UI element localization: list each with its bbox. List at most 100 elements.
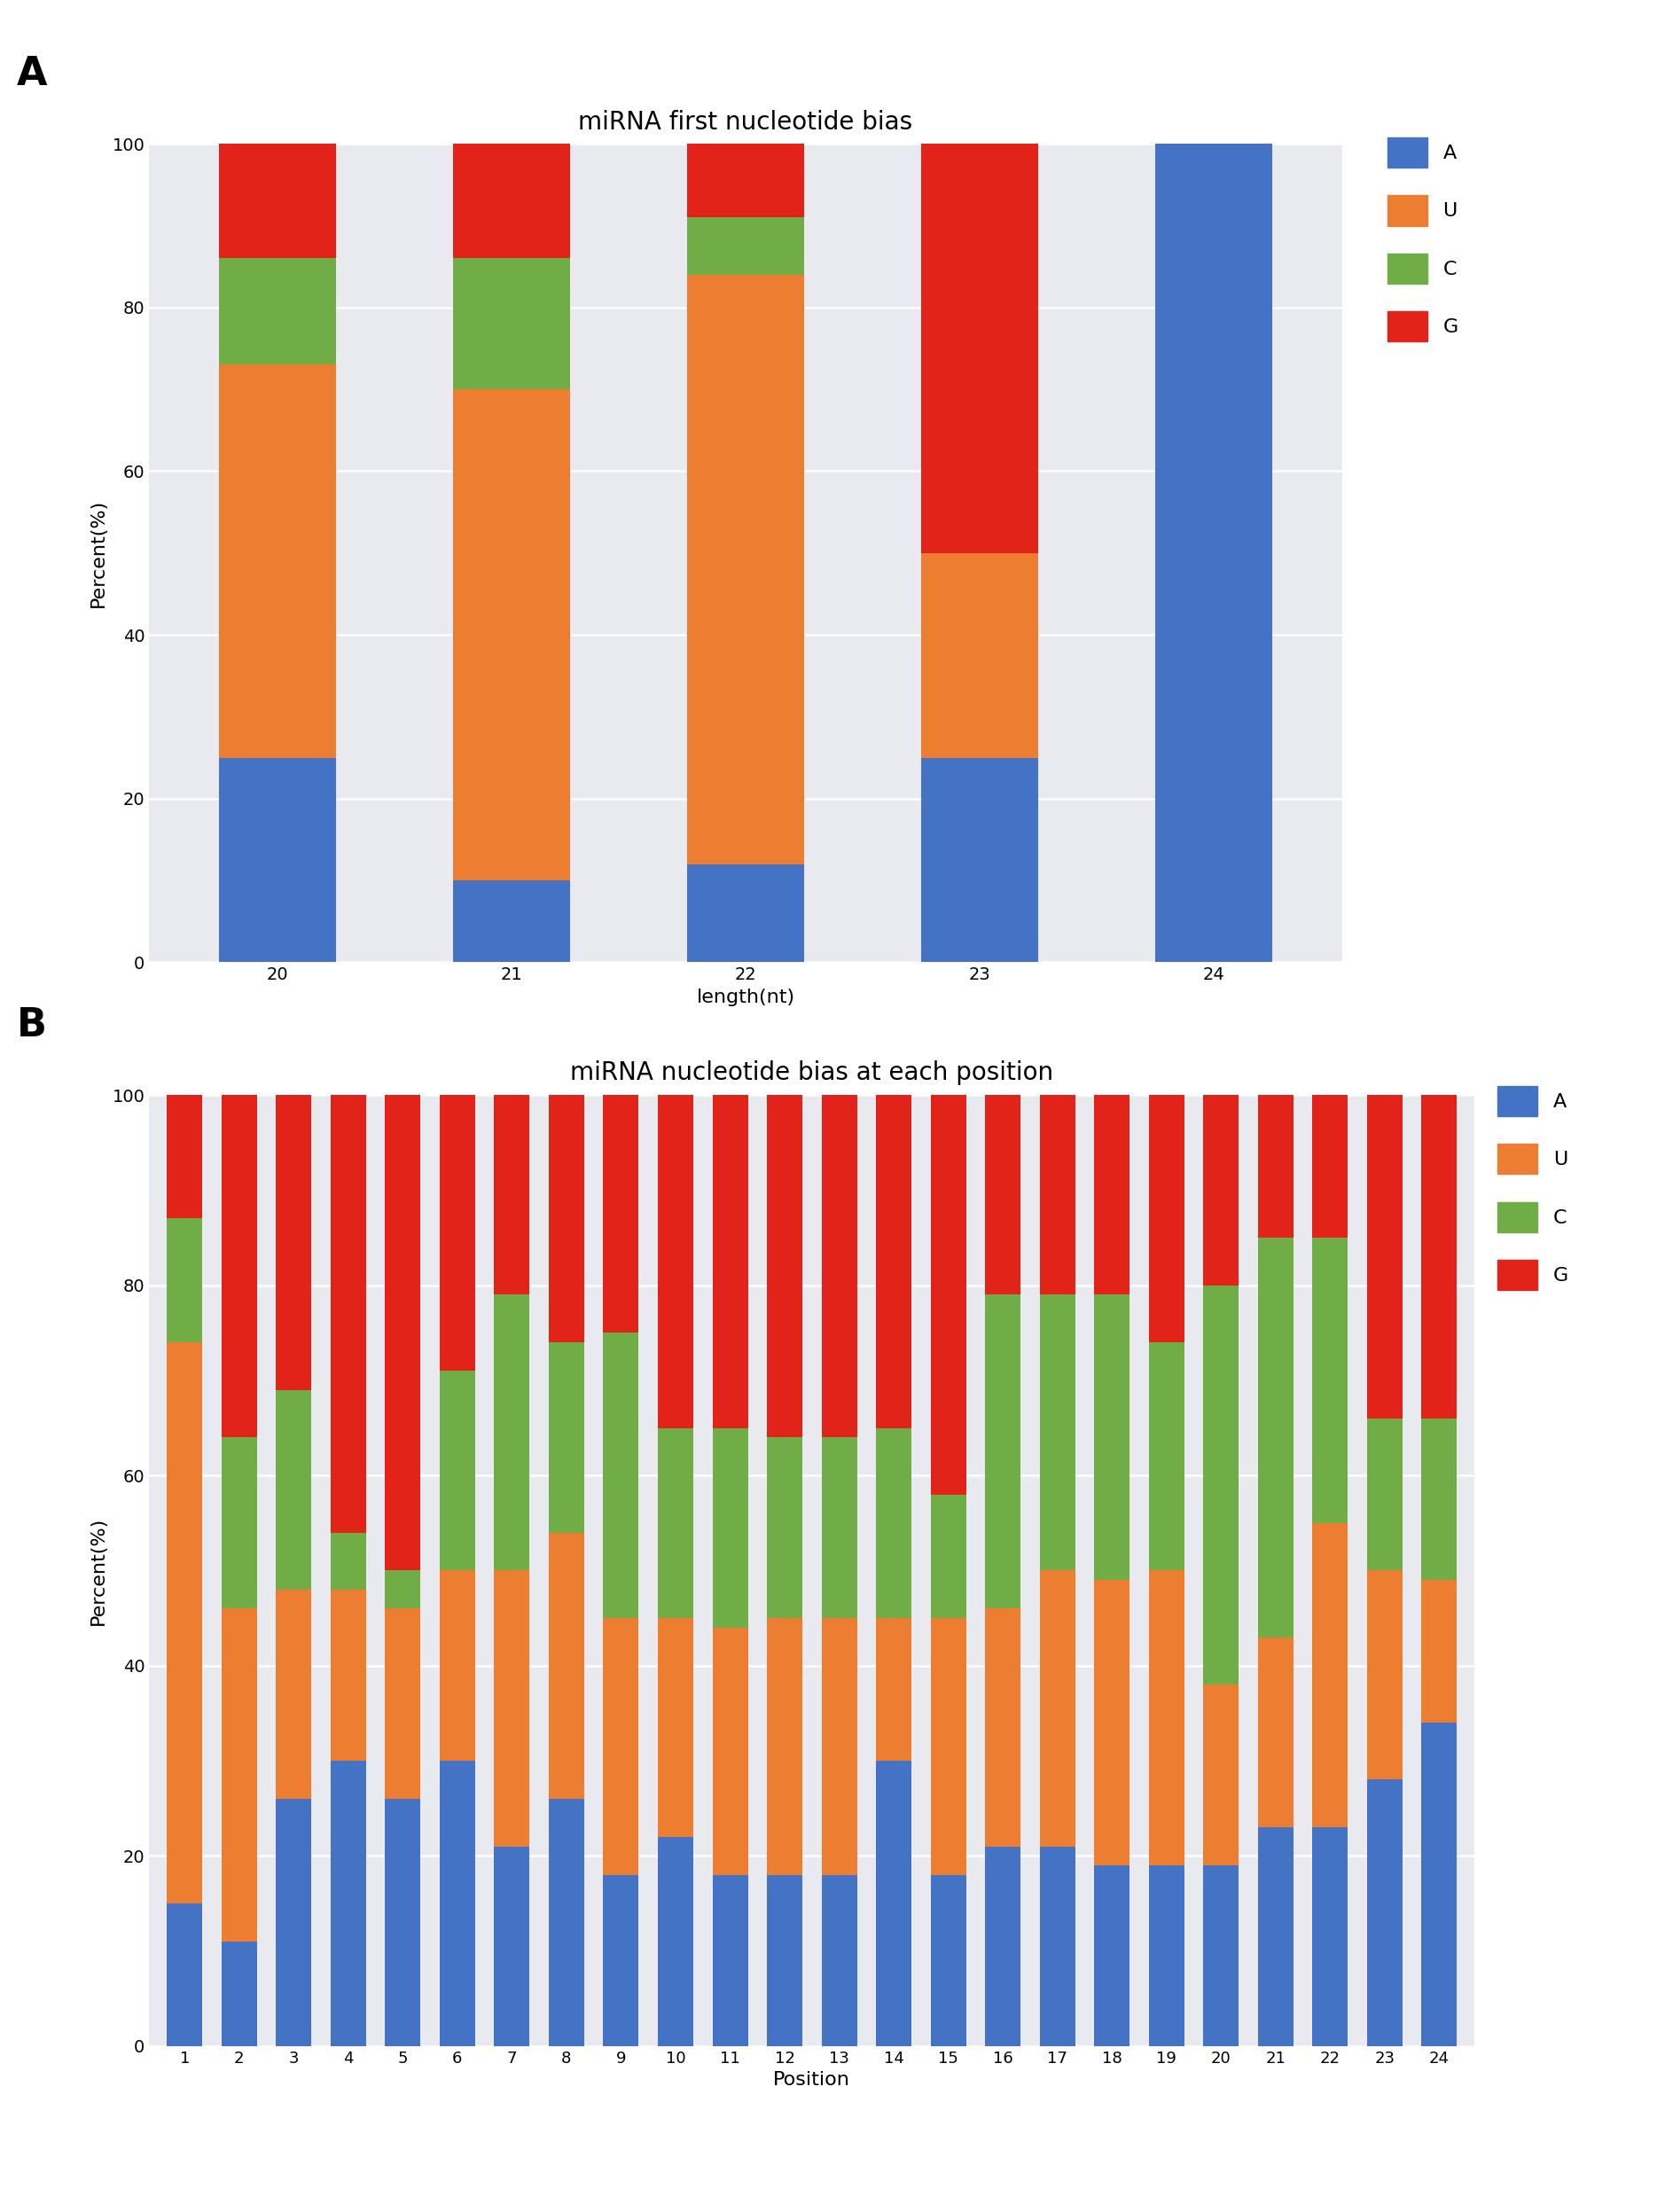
Bar xyxy=(1148,1865,1185,2046)
Bar xyxy=(439,1761,476,2046)
Bar xyxy=(1312,1524,1347,1827)
Bar xyxy=(1148,1571,1185,1865)
Bar xyxy=(877,1761,911,2046)
Bar xyxy=(548,1095,585,1343)
Bar xyxy=(222,1095,257,1438)
Bar xyxy=(454,259,570,389)
Bar xyxy=(330,1095,366,1533)
Text: A: A xyxy=(17,55,46,93)
Bar xyxy=(603,1619,638,1876)
Bar xyxy=(767,1876,802,2046)
Bar xyxy=(494,1847,530,2046)
Bar xyxy=(1422,1579,1457,1723)
Bar xyxy=(986,1847,1021,2046)
Bar xyxy=(1258,1239,1294,1637)
Bar xyxy=(219,365,336,757)
Y-axis label: Percent(%): Percent(%) xyxy=(89,1517,108,1624)
Bar xyxy=(931,1876,966,2046)
Bar xyxy=(1312,1239,1347,1524)
Bar xyxy=(931,1095,966,1495)
Bar xyxy=(931,1495,966,1619)
Bar xyxy=(330,1761,366,2046)
Bar xyxy=(986,1608,1021,1847)
Bar xyxy=(767,1095,802,1438)
Bar xyxy=(603,1332,638,1619)
Bar xyxy=(877,1619,911,1761)
Bar xyxy=(1039,1294,1075,1571)
Bar xyxy=(384,1798,421,2046)
Bar xyxy=(1148,1343,1185,1571)
Text: B: B xyxy=(17,1006,46,1044)
X-axis label: Position: Position xyxy=(774,2070,850,2088)
Bar xyxy=(1094,1294,1130,1579)
Bar xyxy=(603,1095,638,1332)
Bar xyxy=(1422,1095,1457,1418)
Bar xyxy=(921,144,1037,553)
Bar xyxy=(1039,1847,1075,2046)
Bar xyxy=(986,1294,1021,1608)
Bar xyxy=(1258,1827,1294,2046)
Bar xyxy=(1312,1827,1347,2046)
Bar xyxy=(603,1876,638,2046)
Bar xyxy=(822,1438,857,1619)
Bar xyxy=(1203,1686,1239,1865)
Bar xyxy=(713,1095,747,1429)
Bar xyxy=(688,865,804,962)
Bar xyxy=(1367,1095,1402,1418)
Bar xyxy=(454,389,570,880)
Bar xyxy=(658,1095,693,1429)
Bar xyxy=(1148,1095,1185,1343)
Bar xyxy=(548,1343,585,1533)
Bar xyxy=(921,757,1037,962)
Y-axis label: Percent(%): Percent(%) xyxy=(89,500,108,606)
Bar xyxy=(931,1619,966,1876)
Bar xyxy=(688,274,804,865)
Title: miRNA nucleotide bias at each position: miRNA nucleotide bias at each position xyxy=(570,1062,1054,1086)
Legend: A, U, C, G: A, U, C, G xyxy=(1389,137,1458,343)
Bar xyxy=(167,1095,202,1219)
Bar xyxy=(1422,1418,1457,1579)
Bar xyxy=(658,1836,693,2046)
Bar xyxy=(1312,1095,1347,1239)
Bar xyxy=(384,1095,421,1571)
Bar xyxy=(219,259,336,365)
Bar xyxy=(222,1942,257,2046)
Bar xyxy=(822,1095,857,1438)
Bar xyxy=(1422,1723,1457,2046)
Bar xyxy=(330,1590,366,1761)
Bar xyxy=(1155,144,1273,962)
Bar xyxy=(1094,1865,1130,2046)
Bar xyxy=(713,1628,747,1876)
Bar xyxy=(767,1438,802,1619)
Bar xyxy=(222,1438,257,1608)
Bar xyxy=(877,1429,911,1619)
Bar xyxy=(219,144,336,259)
Bar xyxy=(1258,1637,1294,1827)
Bar xyxy=(1203,1865,1239,2046)
Title: miRNA first nucleotide bias: miRNA first nucleotide bias xyxy=(578,111,913,135)
Bar xyxy=(219,757,336,962)
Bar xyxy=(1203,1285,1239,1686)
Bar xyxy=(1258,1095,1294,1239)
Bar xyxy=(277,1590,312,1798)
Bar xyxy=(713,1429,747,1628)
Bar xyxy=(1367,1571,1402,1781)
Bar xyxy=(277,1389,312,1590)
Bar xyxy=(439,1371,476,1571)
Bar xyxy=(439,1095,476,1371)
Bar xyxy=(167,1219,202,1343)
Bar xyxy=(688,217,804,274)
Bar xyxy=(986,1095,1021,1294)
Bar xyxy=(277,1095,312,1389)
Bar xyxy=(222,1608,257,1942)
Bar xyxy=(548,1533,585,1798)
Bar xyxy=(877,1095,911,1429)
X-axis label: length(nt): length(nt) xyxy=(696,989,795,1006)
Bar xyxy=(1039,1571,1075,1847)
Bar xyxy=(1367,1418,1402,1571)
Bar xyxy=(767,1619,802,1876)
Bar xyxy=(658,1429,693,1619)
Bar xyxy=(548,1798,585,2046)
Bar xyxy=(1094,1095,1130,1294)
Bar xyxy=(822,1876,857,2046)
